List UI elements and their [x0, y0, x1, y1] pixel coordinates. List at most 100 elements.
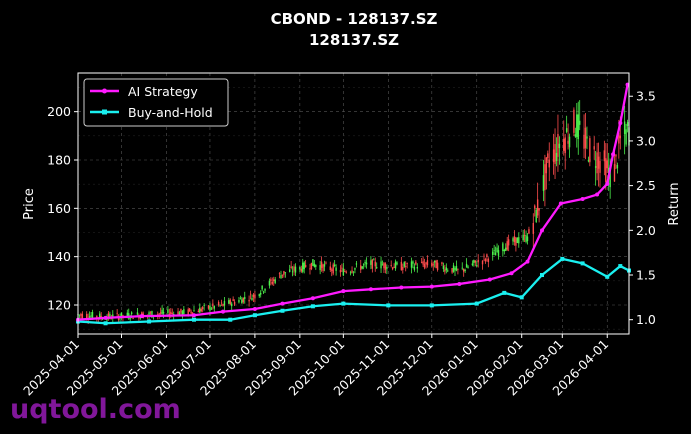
candle-body — [300, 268, 302, 272]
legend-box — [83, 78, 229, 127]
candle-body — [625, 129, 627, 145]
y-axis-ticks: 120 140 160 180 200 — [47, 104, 78, 313]
candle-body — [162, 311, 165, 314]
candle-body — [370, 260, 372, 265]
candle-body — [361, 266, 363, 269]
candle-body — [576, 114, 578, 137]
candle-body — [447, 270, 449, 272]
candle-body — [548, 159, 550, 168]
candle-body — [394, 261, 397, 269]
candle-body — [471, 263, 474, 266]
candle-body — [451, 268, 453, 273]
y2-tick-label: 2.5 — [636, 178, 656, 193]
candle-body — [563, 138, 565, 151]
buyhold-line-point — [580, 261, 585, 266]
candle-body — [589, 138, 591, 163]
candle-body — [151, 311, 153, 318]
candle-body — [492, 251, 494, 255]
y2-axis-ticks: 1.0 1.5 2.0 2.5 3.0 3.5 — [629, 89, 656, 327]
candle-body — [281, 274, 284, 276]
candle-body — [197, 310, 200, 313]
candle-body — [362, 264, 365, 266]
candle-body — [606, 160, 608, 169]
candle-body — [99, 313, 101, 319]
legend-strategy-marker — [102, 88, 107, 94]
strategy-line-point — [540, 228, 544, 233]
candle-body — [391, 267, 394, 270]
candle-body — [613, 164, 616, 182]
candle-body — [352, 271, 355, 273]
candle-body — [515, 237, 517, 246]
candle-body — [545, 157, 548, 174]
strategy-line-point — [509, 271, 514, 276]
candle-body — [558, 143, 561, 149]
candle-body — [364, 261, 366, 264]
chart-subtitle: 128137.SZ — [309, 31, 399, 49]
candle-body — [331, 269, 333, 271]
candle-body — [568, 136, 571, 148]
candle-body — [220, 302, 223, 304]
candle-body — [148, 312, 150, 315]
y-tick-label: 160 — [47, 201, 71, 216]
candle-body — [599, 160, 601, 173]
candle-body — [268, 281, 271, 286]
candle-body — [126, 312, 128, 316]
strategy-line-point — [280, 301, 285, 306]
candle-body — [294, 266, 297, 273]
strategy-line-point — [139, 314, 144, 319]
buyhold-line-point — [560, 256, 565, 261]
candle-body — [436, 262, 439, 270]
candle-body — [199, 307, 201, 313]
strategy-line — [77, 84, 629, 321]
legend-buyhold-marker — [102, 109, 107, 115]
candle-body — [413, 266, 416, 270]
candle-body — [190, 311, 192, 314]
candle-body — [284, 272, 287, 274]
candle-body — [442, 265, 445, 269]
candle-body — [406, 263, 408, 265]
candle-body — [565, 128, 568, 132]
strategy-line-point — [103, 315, 108, 320]
candle-body — [191, 312, 194, 315]
candle-body — [177, 311, 179, 316]
candle-body — [101, 319, 104, 320]
strategy-line-point — [595, 192, 600, 197]
strategy-line-point — [368, 287, 373, 292]
candlesticks — [77, 100, 630, 324]
candle-body — [333, 264, 336, 267]
candle-body — [497, 250, 500, 256]
candle-body — [494, 252, 497, 256]
candle-body — [303, 262, 305, 270]
candle-body — [626, 122, 629, 127]
candle-body — [136, 312, 139, 315]
candle-body — [188, 308, 191, 312]
candle-body — [434, 260, 436, 263]
candle-body — [238, 299, 240, 303]
candle-body — [120, 312, 123, 318]
candle-body — [426, 260, 429, 266]
candle-body — [567, 140, 569, 144]
candle-body — [573, 109, 575, 133]
candle-body — [213, 306, 215, 309]
candle-body — [344, 271, 346, 272]
candle-body — [274, 279, 276, 283]
candle-body — [229, 299, 231, 305]
candle-body — [374, 261, 376, 267]
candle-body — [233, 301, 236, 305]
candle-body — [116, 312, 118, 314]
strategy-line-point — [525, 259, 530, 264]
buyhold-line-point — [502, 290, 507, 295]
buyhold-line-point — [228, 317, 233, 322]
candle-body — [200, 309, 202, 312]
candle-body — [293, 266, 295, 271]
candle-body — [506, 241, 508, 250]
buyhold-line-point — [341, 301, 346, 306]
candle-body — [345, 271, 347, 273]
candle-body — [81, 313, 84, 319]
candle-body — [335, 267, 337, 271]
candle-body — [615, 154, 617, 157]
candle-body — [609, 165, 611, 188]
buyhold-line-point — [605, 274, 610, 279]
return-lines — [76, 82, 631, 326]
candle-body — [396, 262, 398, 265]
